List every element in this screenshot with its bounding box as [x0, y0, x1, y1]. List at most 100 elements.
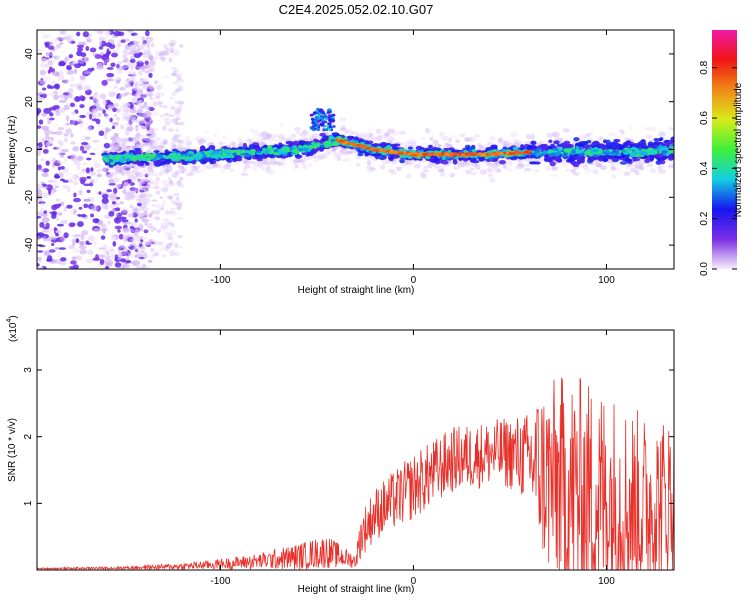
- spectrogram-cell: [504, 143, 511, 147]
- spectrogram-cell: [649, 168, 657, 174]
- spectrogram-cell: [510, 132, 518, 138]
- spectrogram-cell: [505, 141, 513, 146]
- spectrogram-cell: [208, 145, 216, 151]
- spectrogram-cell: [48, 45, 55, 50]
- spectrogram-cell: [449, 172, 456, 178]
- spectrogram-cell: [150, 144, 155, 150]
- spectrogram-cell: [113, 113, 118, 118]
- spectrogram-cell: [290, 165, 297, 172]
- spectrogram-cell: [157, 83, 165, 88]
- spectrogram-cell: [95, 106, 101, 111]
- spectrogram-cell: [169, 163, 177, 168]
- spectrogram-cell: [124, 172, 131, 178]
- spectrogram-cell: [103, 142, 111, 149]
- spectrogram-cell: [111, 125, 116, 130]
- spectrogram-cell: [277, 134, 285, 140]
- spectrogram-cell: [177, 139, 185, 145]
- spectrogram-cell: [37, 192, 43, 197]
- spectrogram-cell: [164, 169, 170, 174]
- spectrogram-cell: [333, 152, 341, 158]
- spectrogram-cell: [650, 155, 655, 161]
- spectrogram-cell: [141, 250, 148, 256]
- spectrogram-cell: [140, 204, 147, 209]
- spectrogram-cell: [596, 163, 602, 168]
- spectrogram-cell: [121, 112, 129, 116]
- spectrogram-cell: [141, 217, 146, 223]
- spectrogram-cell: [87, 249, 94, 255]
- spectrogram-cell: [129, 108, 136, 114]
- spectrogram-cell: [56, 250, 62, 257]
- spectrogram-cell: [125, 127, 131, 133]
- spectrogram-cell: [158, 145, 165, 149]
- spectrogram-cell: [118, 65, 126, 71]
- spectrogram-cell: [134, 87, 141, 93]
- spectrogram-cell: [121, 219, 129, 223]
- spectrogram-cell: [647, 141, 654, 147]
- spectrogram-cell: [138, 195, 145, 199]
- spectrogram-cell: [118, 233, 124, 240]
- spectrogram-cell: [125, 47, 131, 51]
- spectrogram-cell: [313, 153, 320, 159]
- spectrogram-cell: [639, 166, 645, 172]
- spectrogram-cell: [330, 146, 337, 153]
- spectrogram-cell: [73, 192, 77, 198]
- spectrogram-cell: [168, 127, 175, 132]
- spectrogram-cell: [145, 30, 150, 37]
- spectrogram-cell: [442, 144, 450, 148]
- spectrogram-cell: [340, 151, 347, 157]
- spectrogram-cell: [228, 168, 235, 173]
- spectrogram-cell: [267, 145, 273, 149]
- spectrogram-cell: [126, 79, 133, 83]
- spectrogram-cell: [39, 94, 44, 98]
- spectrogram-cell: [61, 79, 70, 84]
- spectrogram-cell: [101, 197, 109, 204]
- spectrogram-cell: [119, 87, 126, 91]
- spectrogram-cell: [123, 227, 130, 234]
- spectrogram-cell: [487, 167, 495, 174]
- spectrogram-cell: [63, 171, 72, 177]
- spectrogram-cell: [127, 62, 134, 67]
- spectrogram-cell: [136, 60, 144, 67]
- spectrogram-cell: [445, 143, 450, 148]
- spectrogram-cell: [109, 255, 114, 261]
- spectrogram-cell: [122, 115, 130, 120]
- spectrogram-cell: [162, 217, 170, 223]
- spectrogram-cell: [146, 83, 152, 87]
- spectrogram-cell: [123, 46, 129, 50]
- spectrogram-cell: [90, 108, 98, 114]
- spectrogram-cell: [123, 108, 130, 113]
- spectrogram-cell: [177, 164, 184, 169]
- spectrogram-cell: [610, 166, 619, 171]
- spectrogram-cell: [142, 78, 148, 84]
- spectrogram-cell: [55, 110, 61, 117]
- spectrogram-cell: [668, 160, 674, 166]
- spectrogram-cell: [579, 162, 588, 168]
- spectrogram-cell: [430, 133, 436, 139]
- spectrogram-cell: [147, 259, 153, 263]
- spectrogram-cell: [161, 141, 168, 145]
- spectrogram-cell: [134, 92, 141, 98]
- spectrogram-cell: [197, 139, 204, 146]
- spectrogram-cell: [93, 163, 102, 168]
- spectrogram-cell: [95, 118, 101, 125]
- spectrogram-cell: [479, 169, 488, 175]
- spectrogram-cell: [76, 221, 84, 228]
- spectrogram-cell: [127, 252, 134, 257]
- spectrogram-cell: [124, 138, 130, 144]
- spectrogram-cell: [169, 229, 177, 236]
- spectrogram-cell: [429, 162, 436, 167]
- spectrogram-cell: [115, 117, 121, 122]
- spectrogram-cell: [51, 80, 56, 85]
- spectrogram-cell: [116, 139, 124, 146]
- spectrogram-cell: [530, 133, 535, 140]
- spectrogram-cell: [526, 144, 532, 149]
- spectrogram-cell: [136, 246, 141, 252]
- spectrogram-cell: [133, 80, 139, 86]
- spectrogram-cell: [159, 114, 165, 118]
- spectrogram-cell: [395, 166, 402, 172]
- spectrogram-cell: [150, 60, 155, 65]
- spectrogram-cell: [146, 199, 153, 203]
- spectrogram-cell: [130, 261, 134, 265]
- spectrogram-cell: [176, 203, 183, 210]
- spectrogram-cell: [517, 162, 525, 168]
